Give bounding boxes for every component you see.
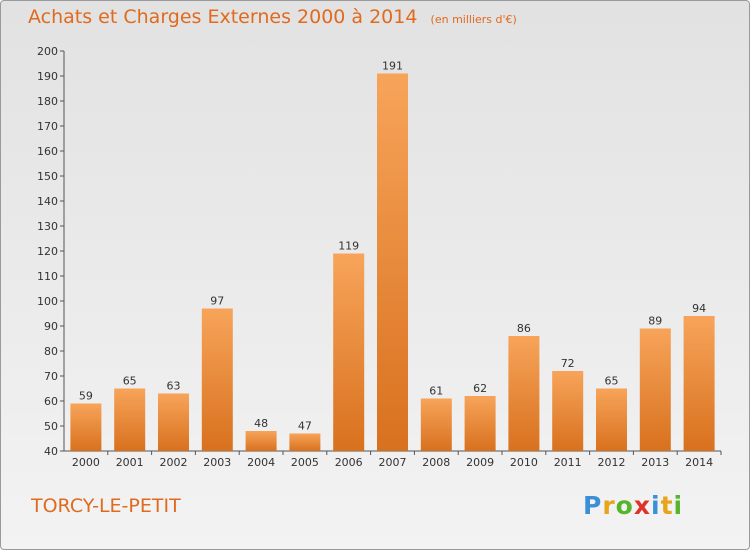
commune-name: TORCY-LE-PETIT <box>31 495 181 517</box>
bar-2009 <box>464 396 496 451</box>
data-label-2013: 89 <box>648 315 662 328</box>
y-tick-label: 130 <box>37 220 58 233</box>
x-tick-label: 2013 <box>641 456 669 469</box>
y-tick-label: 100 <box>37 295 58 308</box>
y-tick-label: 180 <box>37 95 58 108</box>
y-axis: 40 50 60 70 80 90 100 110 120 130 140 150 160 170 180 1… <box>37 45 65 458</box>
x-tick-label: 2001 <box>116 456 144 469</box>
bar-2002 <box>158 393 189 451</box>
x-tick-label: 2014 <box>685 456 713 469</box>
y-tick-label: 150 <box>37 170 58 183</box>
y-tick-label: 110 <box>37 270 58 283</box>
chart-title: Achats et Charges Externes 2000 à 2014 (… <box>28 6 517 28</box>
y-tick-label: 190 <box>37 70 58 83</box>
data-label-2007: 191 <box>382 60 403 73</box>
bar-2008 <box>420 398 452 451</box>
x-tick-label: 2007 <box>379 456 407 469</box>
x-tick-label: 2005 <box>291 456 319 469</box>
x-tick-label: 2010 <box>510 456 538 469</box>
bar-2014 <box>683 316 715 451</box>
bar-2005 <box>289 433 321 451</box>
bar-2007 <box>377 73 408 451</box>
bar-2001 <box>114 388 146 451</box>
data-label-2014: 94 <box>692 302 706 315</box>
x-tick-label: 2004 <box>247 456 275 469</box>
logo-letter: P <box>583 491 603 520</box>
proxiti-logo[interactable]: Proxiti <box>583 491 683 520</box>
logo-letter: i <box>673 491 684 520</box>
data-label-2002: 63 <box>167 380 181 393</box>
data-labels: 59 65 63 97 48 47 119 191 61 62 86 72 65 89 94 <box>79 60 706 433</box>
logo-letter: x <box>633 491 651 520</box>
title-text: Achats et Charges Externes 2000 à 2014 <box>28 6 418 28</box>
data-label-2012: 65 <box>605 375 619 388</box>
logo-letter: i <box>651 491 661 520</box>
bar-2003 <box>201 308 233 451</box>
x-tick-label: 2000 <box>72 456 100 469</box>
data-label-2009: 62 <box>473 382 487 395</box>
logo-letter: r <box>602 491 616 520</box>
y-tick-label: 160 <box>37 145 58 158</box>
x-tick-label: 2012 <box>598 456 626 469</box>
data-label-2010: 86 <box>517 322 531 335</box>
data-label-2006: 119 <box>338 240 359 253</box>
bar-2011 <box>552 371 584 451</box>
bar-2000 <box>70 403 102 451</box>
data-label-2003: 97 <box>210 295 224 308</box>
y-tick-label: 140 <box>37 195 58 208</box>
x-tick-label: 2002 <box>160 456 188 469</box>
unit-text: (en milliers d'€) <box>430 13 517 26</box>
bar-2012 <box>596 388 627 451</box>
y-tick-label: 40 <box>44 445 58 458</box>
y-tick-label: 120 <box>37 245 58 258</box>
x-tick-label: 2006 <box>335 456 363 469</box>
y-tick-label: 170 <box>37 120 58 133</box>
bar-2013 <box>639 328 671 451</box>
y-tick-label: 50 <box>44 420 58 433</box>
data-label-2008: 61 <box>429 385 443 398</box>
y-tick-label: 60 <box>44 395 58 408</box>
bars <box>70 73 715 451</box>
bar-2006 <box>333 253 365 451</box>
data-label-2011: 72 <box>561 357 575 370</box>
data-label-2001: 65 <box>123 375 137 388</box>
data-label-2005: 47 <box>298 420 312 433</box>
x-tick-label: 2008 <box>422 456 450 469</box>
x-tick-label: 2011 <box>554 456 582 469</box>
logo-letter: t <box>660 491 674 520</box>
bar-2004 <box>245 431 277 451</box>
y-tick-label: 200 <box>37 45 58 58</box>
data-label-2004: 48 <box>254 417 268 430</box>
y-tick-label: 90 <box>44 320 58 333</box>
x-tick-label: 2003 <box>203 456 231 469</box>
y-tick-label: 80 <box>44 345 58 358</box>
data-label-2000: 59 <box>79 390 93 403</box>
x-tick-label: 2009 <box>466 456 494 469</box>
x-axis: 2000 2001 2002 2003 2004 2005 2006 2007 2008 2009… <box>64 450 722 469</box>
bar-2010 <box>508 336 540 451</box>
y-tick-label: 70 <box>44 370 58 383</box>
logo-letter: o <box>615 491 634 520</box>
